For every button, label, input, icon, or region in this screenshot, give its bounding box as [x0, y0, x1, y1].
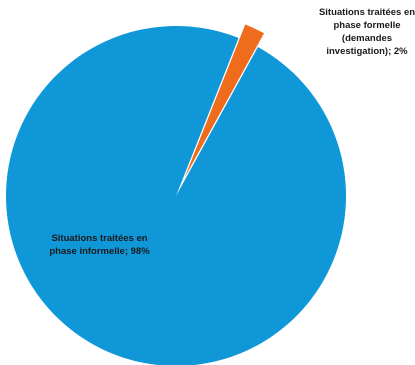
data-label-informelle: Situations traitées en phase informelle;… — [49, 233, 150, 257]
data-label-formelle: Situations traitées en phase formelle (d… — [318, 7, 415, 57]
pie-slice-formelle — [184, 24, 264, 178]
pie-slice-informelle — [6, 26, 346, 365]
